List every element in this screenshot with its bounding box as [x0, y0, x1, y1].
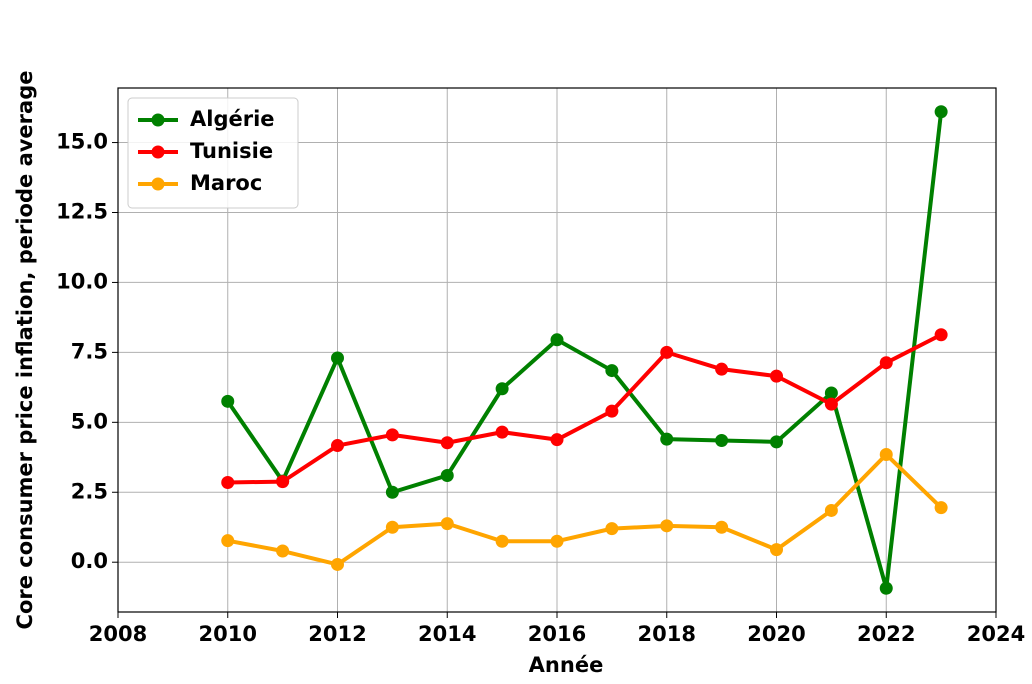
- y-axis-label: Core consumer price inflation, periode a…: [13, 71, 37, 630]
- y-tick-label: 10.0: [56, 269, 108, 293]
- data-point: [879, 581, 893, 595]
- x-tick-label: 2016: [528, 622, 586, 646]
- y-tick-label: 15.0: [56, 130, 108, 154]
- data-point: [660, 519, 674, 533]
- data-point: [385, 520, 399, 534]
- data-point: [495, 425, 509, 439]
- legend-marker: [151, 113, 165, 127]
- data-point: [824, 503, 838, 517]
- data-point: [440, 436, 454, 450]
- data-point: [934, 328, 948, 342]
- y-tick-label: 2.5: [71, 479, 108, 503]
- data-point: [276, 544, 290, 558]
- y-tick-label: 0.0: [71, 549, 108, 573]
- y-tick-label: 5.0: [71, 409, 108, 433]
- data-point: [770, 543, 783, 557]
- data-point: [660, 345, 674, 359]
- data-point: [550, 433, 564, 447]
- data-point: [715, 362, 729, 376]
- data-point: [221, 534, 235, 548]
- legend-label: Tunisie: [190, 139, 273, 163]
- x-tick-label: 2014: [418, 622, 476, 646]
- data-point: [385, 485, 399, 499]
- data-point: [770, 435, 783, 449]
- series-line: [226, 111, 944, 591]
- legend-marker: [151, 145, 165, 159]
- data-point: [715, 434, 729, 448]
- data-point: [770, 369, 783, 383]
- data-point: [495, 382, 509, 396]
- series-line: [227, 452, 943, 567]
- data-point: [715, 520, 729, 534]
- data-point: [276, 475, 290, 489]
- legend: Algérie Tunisie Maroc: [127, 97, 299, 209]
- y-tick-label: 12.5: [56, 199, 108, 223]
- data-point: [221, 475, 235, 489]
- data-point: [934, 105, 948, 119]
- data-point: [879, 447, 893, 461]
- plot-frame: [117, 87, 997, 613]
- legend-label: Maroc: [190, 171, 262, 195]
- data-point: [331, 557, 344, 571]
- x-tick-label: 2018: [638, 622, 696, 646]
- legend-box: [127, 97, 299, 209]
- legend-label: Algérie: [190, 107, 275, 131]
- x-tick-label: 2022: [857, 622, 915, 646]
- data-point: [879, 356, 893, 370]
- data-point: [385, 428, 399, 442]
- legend-marker: [151, 177, 165, 191]
- data-point: [440, 517, 454, 531]
- data-point: [495, 534, 509, 548]
- data-point: [605, 522, 619, 536]
- x-tick-label: 2024: [967, 622, 1025, 646]
- data-point: [824, 397, 838, 411]
- x-tick-label: 2012: [308, 622, 366, 646]
- y-tick-label: 7.5: [71, 339, 108, 363]
- data-point: [331, 351, 344, 365]
- data-point: [934, 501, 948, 515]
- x-axis-label: Année: [529, 653, 604, 677]
- data-point: [605, 364, 619, 378]
- data-point: [824, 386, 838, 400]
- data-point: [331, 439, 344, 453]
- data-point: [605, 404, 619, 418]
- data-point: [660, 432, 674, 446]
- x-tick-label: 2020: [747, 622, 805, 646]
- x-tick-label: 2008: [89, 622, 147, 646]
- data-point: [440, 468, 454, 482]
- data-point: [550, 333, 564, 347]
- series-line: [227, 332, 943, 485]
- x-tick-label: 2010: [199, 622, 257, 646]
- data-point: [221, 394, 235, 408]
- data-point: [550, 534, 564, 548]
